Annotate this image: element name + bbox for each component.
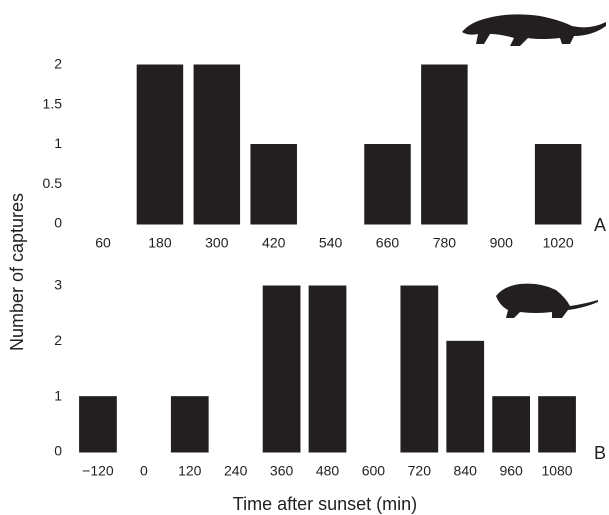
- x-tick-label: 480: [316, 463, 340, 479]
- x-tick-label: 780: [433, 235, 457, 251]
- y-axis-label: Number of captures: [7, 193, 27, 351]
- bar: [194, 65, 240, 224]
- figure: Number of captures Time after sunset (mi…: [0, 0, 609, 515]
- y-tick-label: 1: [54, 135, 62, 151]
- y-tick-label: 0: [54, 443, 62, 459]
- bar: [365, 145, 411, 225]
- x-tick-label: 660: [376, 235, 400, 251]
- bar: [263, 286, 300, 452]
- x-tick-label: 0: [140, 463, 148, 479]
- bar: [422, 65, 468, 224]
- bar: [401, 286, 438, 452]
- bar: [80, 397, 117, 452]
- y-tick-label: 1: [54, 387, 62, 403]
- x-tick-label: 180: [148, 235, 172, 251]
- x-tick-label: 540: [319, 235, 343, 251]
- panel-label: B: [594, 443, 606, 463]
- bar: [171, 397, 208, 452]
- bar: [309, 286, 346, 452]
- y-tick-label: 2: [54, 332, 62, 348]
- y-tick-label: 2: [54, 56, 62, 72]
- x-tick-label: −120: [82, 463, 114, 479]
- y-tick-label: 0.5: [43, 175, 63, 191]
- x-tick-label: 300: [205, 235, 229, 251]
- bar: [539, 397, 576, 452]
- x-tick-label: 900: [490, 235, 514, 251]
- bar: [137, 65, 183, 224]
- y-tick-label: 0: [54, 215, 62, 231]
- x-axis-label: Time after sunset (min): [233, 494, 417, 514]
- bar: [251, 145, 297, 225]
- x-tick-label: 120: [178, 463, 202, 479]
- panel-label: A: [594, 215, 606, 235]
- x-tick-label: 240: [224, 463, 248, 479]
- bar: [447, 341, 484, 452]
- y-tick-label: 1.5: [43, 95, 63, 111]
- x-tick-label: 720: [408, 463, 432, 479]
- x-tick-label: 1020: [543, 235, 574, 251]
- y-tick-label: 3: [54, 277, 62, 293]
- x-tick-label: 960: [499, 463, 523, 479]
- x-tick-label: 600: [362, 463, 386, 479]
- x-tick-label: 840: [454, 463, 478, 479]
- bar: [535, 145, 581, 225]
- x-tick-label: 360: [270, 463, 294, 479]
- x-tick-label: 60: [95, 235, 111, 251]
- opossum-silhouette: [462, 14, 606, 46]
- bar: [493, 397, 530, 452]
- rat-silhouette: [496, 284, 598, 318]
- x-tick-label: 420: [262, 235, 286, 251]
- x-tick-label: 1080: [541, 463, 572, 479]
